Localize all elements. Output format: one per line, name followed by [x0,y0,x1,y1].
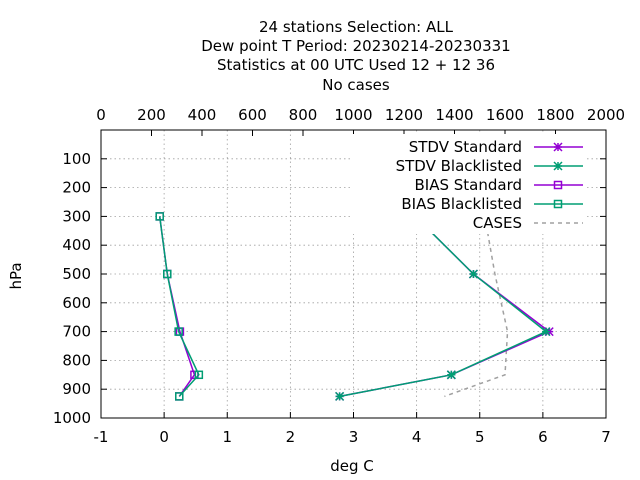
y-tick-label: 600 [62,294,91,312]
square-marker [553,180,563,190]
x2-tick-label: 600 [238,106,267,124]
y-tick-label: 500 [62,265,91,283]
square-marker [155,212,164,221]
y-tick-label: 400 [62,236,91,254]
x-tick-label: 0 [159,428,169,446]
legend-label: STDV Blacklisted [396,157,522,175]
star-marker [553,142,563,152]
x-tick-label: 1 [222,428,232,446]
x-tick-label: 6 [538,428,548,446]
star-marker [541,327,551,337]
x2-tick-label: 1800 [536,106,574,124]
chart-title-line-2: Dew point T Period: 20230214-20230331 [201,37,510,55]
x-tick-label: 7 [601,428,611,446]
y-tick-label: 800 [62,351,91,369]
star-marker [468,269,478,279]
y-tick-label: 100 [62,150,91,168]
x-tick-label: 3 [349,428,359,446]
y-axis-label: hPa [7,262,25,289]
series-stdv-blacklisted [335,211,551,401]
legend-label: CASES [473,214,522,232]
axis-ticks [100,130,607,419]
square-marker [175,392,184,401]
star-marker [553,161,563,171]
x2-tick-label: 1000 [334,106,372,124]
legend-background [350,134,586,234]
x2-tick-labels: 0 200 400 600 800 1000 1200 1400 1600 1800 2000 [96,106,625,124]
legend-label: STDV Standard [409,138,522,156]
square-marker [163,269,172,279]
chart-title-line-4: No cases [322,76,390,94]
x2-tick-label: 1400 [435,106,473,124]
series-layer [155,211,554,401]
y-tick-label: 1000 [53,409,91,427]
x2-tick-label: 800 [289,106,318,124]
legend-label: BIAS Standard [414,176,522,194]
square-marker [174,327,183,336]
x2-tick-label: 1200 [385,106,423,124]
series-line [158,216,200,397]
x2-tick-label: 2000 [587,106,625,124]
x-tick-label: 2 [286,428,296,446]
x2-tick-label: 1600 [486,106,524,124]
chart-title-line-3: Statistics at 00 UTC Used 12 + 12 36 [217,56,495,74]
y-tick-label: 700 [62,323,91,341]
x-axis-label: deg C [330,457,374,475]
y-tick-label: 300 [62,207,91,225]
x2-tick-label: 200 [137,106,166,124]
y-tick-labels: 100 200 300 400 500 600 700 800 900 1000 [53,150,91,427]
x-tick-labels: -1 0 1 2 3 4 5 6 7 [94,428,611,446]
legend-label: BIAS Blacklisted [401,195,522,213]
x-tick-label: 5 [475,428,485,446]
square-marker [194,370,204,380]
y-tick-label: 200 [62,179,91,197]
x-tick-label: -1 [94,428,109,446]
square-marker [553,199,563,209]
chart-title-line-1: 24 stations Selection: ALL [259,18,454,36]
y-tick-label: 900 [62,380,91,398]
series-bias-blacklisted [155,212,204,401]
star-marker [335,391,345,401]
x2-tick-label: 0 [96,106,106,124]
star-marker [446,370,456,380]
x2-tick-label: 400 [188,106,217,124]
x-tick-label: 4 [412,428,422,446]
